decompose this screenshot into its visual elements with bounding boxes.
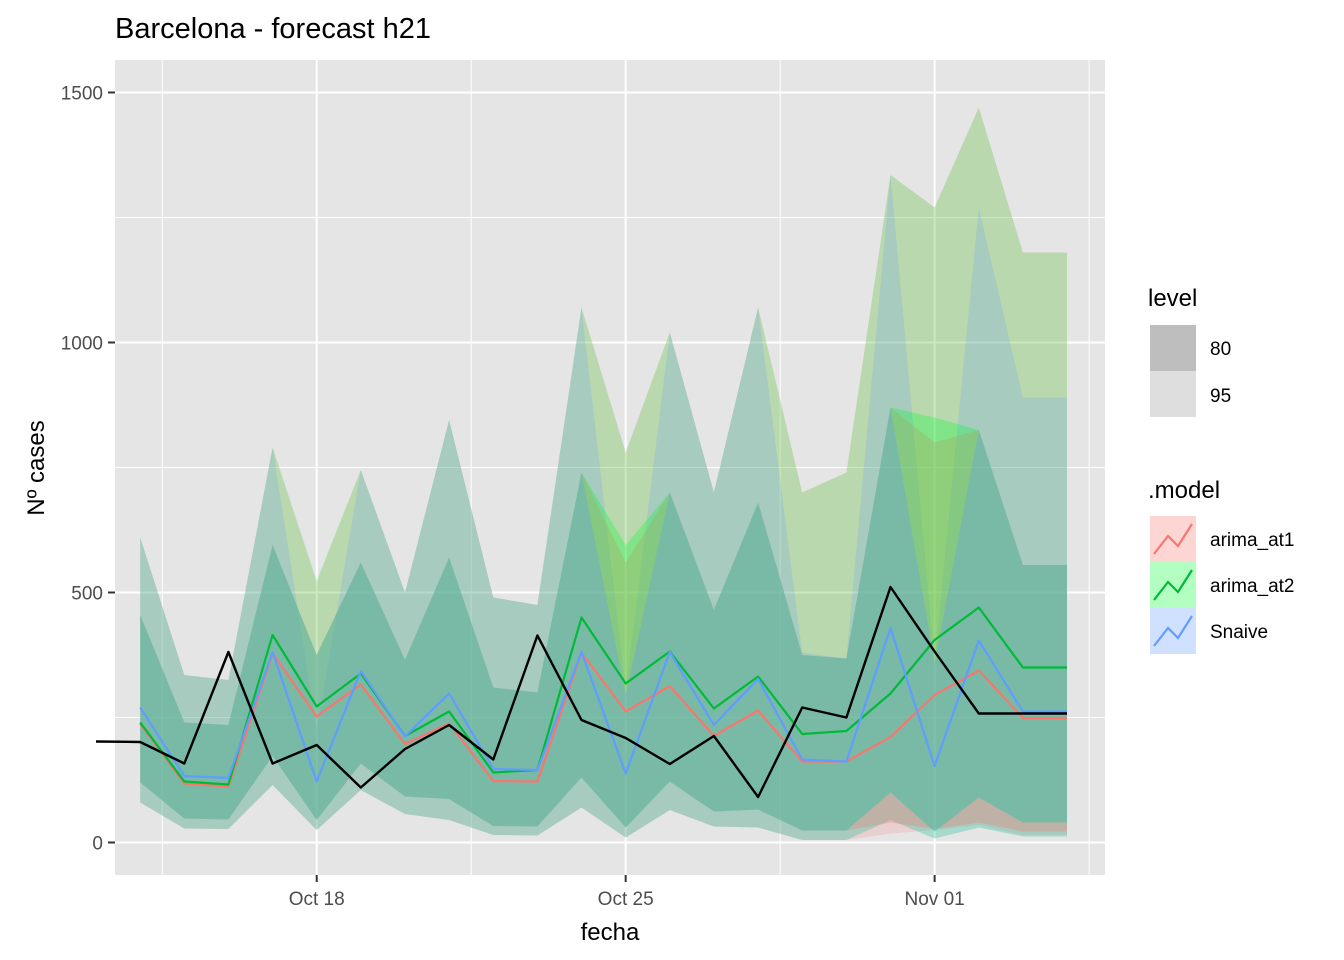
grid-major [115, 60, 1105, 875]
legend-level: level 80 95 [1148, 285, 1231, 417]
band95-arima_at2 [140, 107, 1067, 840]
line-Snaive [139, 626, 1067, 783]
x-tick-label: Oct 25 [598, 889, 654, 910]
legend-model-swatch [1150, 608, 1196, 654]
line-arima_at1 [139, 651, 1067, 788]
y-axis: 0 500 1000 1500 [61, 84, 115, 855]
band80-Snaive [140, 407, 1067, 832]
band95-arima_at1 [140, 107, 1067, 840]
line-arima_at2 [139, 606, 1067, 786]
legend-model-swatch [1150, 562, 1196, 608]
forecast-lines [139, 606, 1067, 788]
legend-level-80-label: 80 [1210, 339, 1231, 360]
x-axis-label: fecha [581, 919, 640, 946]
legend-level-95-swatch [1150, 371, 1196, 417]
legend-model-key [1153, 569, 1193, 601]
x-axis: Oct 18 Oct 25 Nov 01 [289, 875, 965, 910]
y-tick-label: 1500 [61, 84, 103, 105]
legend-level-title: level [1148, 285, 1197, 312]
legend-model-label: arima_at2 [1210, 576, 1295, 597]
band80-arima_at2 [140, 407, 1067, 832]
chart-title: Barcelona - forecast h21 [115, 13, 431, 45]
y-tick-label: 1000 [61, 334, 103, 355]
legend-model-key [1153, 615, 1193, 647]
legend-model-swatch [1150, 516, 1196, 562]
x-tick-label: Oct 18 [289, 889, 345, 910]
line-actual [95, 585, 1067, 799]
forecast-bands [140, 107, 1067, 840]
x-tick-label: Nov 01 [905, 889, 965, 910]
y-axis-label: Nº cases [23, 420, 50, 515]
legend-level-80-swatch [1150, 325, 1196, 371]
legend-model-label: Snaive [1210, 622, 1268, 643]
grid-minor [115, 60, 1105, 875]
legend-model: .model arima_at1 arima_at2 Snaive [1148, 477, 1295, 654]
actual-line-group [95, 585, 1067, 799]
legend-model-key [1153, 523, 1193, 555]
y-tick-label: 0 [92, 834, 103, 855]
band80-arima_at1 [140, 407, 1067, 832]
legend-model-title: .model [1148, 477, 1220, 504]
band95-Snaive [140, 175, 1067, 840]
legend-model-label: arima_at1 [1210, 530, 1295, 551]
legend-level-95-label: 95 [1210, 386, 1231, 407]
y-tick-label: 500 [71, 584, 103, 605]
